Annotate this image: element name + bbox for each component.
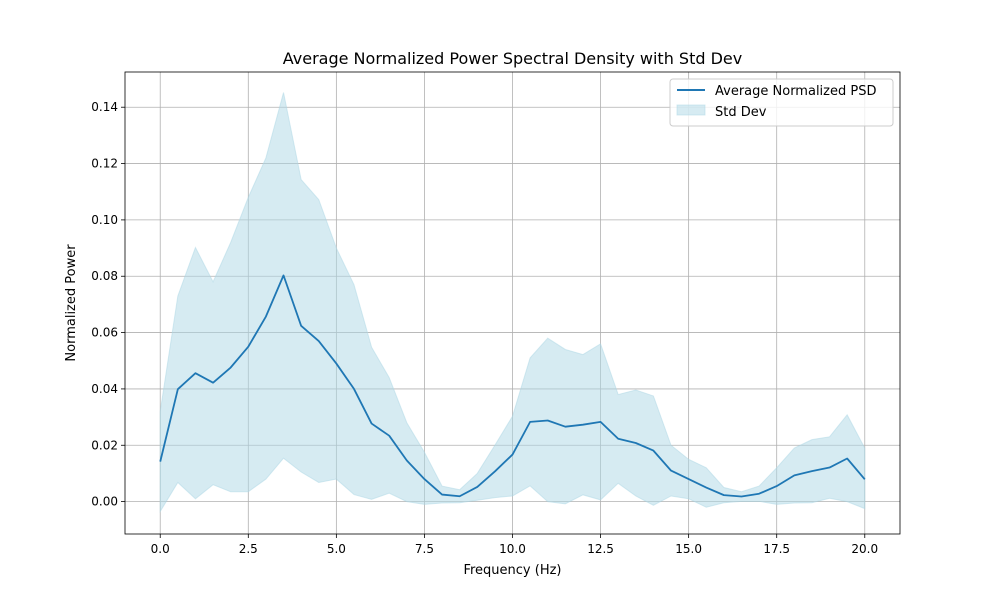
x-tick-label: 5.0 xyxy=(327,542,346,556)
x-tick-label: 17.5 xyxy=(763,542,790,556)
legend: Average Normalized PSD Std Dev xyxy=(669,78,894,127)
legend-label-average-psd: Average Normalized PSD xyxy=(715,84,876,99)
y-tick-label: 0.12 xyxy=(91,157,118,171)
x-tick-label: 10.0 xyxy=(499,542,526,556)
y-axis-label: Normalized Power xyxy=(64,244,79,362)
std-dev-band xyxy=(159,92,866,514)
x-axis-label: Frequency (Hz) xyxy=(463,563,561,578)
legend-box xyxy=(669,78,894,127)
y-tick-label: 0.00 xyxy=(91,495,118,509)
x-tick-label: 20.0 xyxy=(851,542,878,556)
y-tick-label: 0.14 xyxy=(91,100,118,114)
y-tick-label: 0.02 xyxy=(91,438,118,452)
chart-title: Average Normalized Power Spectral Densit… xyxy=(283,49,742,68)
y-tick-label: 0.10 xyxy=(91,213,118,227)
std-dev-band-layer xyxy=(159,92,866,514)
average-psd-line-layer xyxy=(159,274,866,498)
y-tick-label: 0.04 xyxy=(91,382,118,396)
x-tick-label: 15.0 xyxy=(675,542,702,556)
x-tick-label: 2.5 xyxy=(239,542,258,556)
legend-label-std-dev: Std Dev xyxy=(715,105,767,120)
x-tick-label: 7.5 xyxy=(415,542,434,556)
y-tick-label: 0.08 xyxy=(91,269,118,283)
x-axis-ticks: 0.0 2.5 5.0 7.5 10.0 12.5 15.0 17.5 20.0 xyxy=(151,534,878,556)
legend-band-swatch xyxy=(676,104,706,116)
x-tick-label: 0.0 xyxy=(151,542,170,556)
x-tick-label: 12.5 xyxy=(587,542,614,556)
y-axis-ticks: 0.00 0.02 0.04 0.06 0.08 0.10 0.12 0.14 xyxy=(91,100,125,509)
y-tick-label: 0.06 xyxy=(91,326,118,340)
